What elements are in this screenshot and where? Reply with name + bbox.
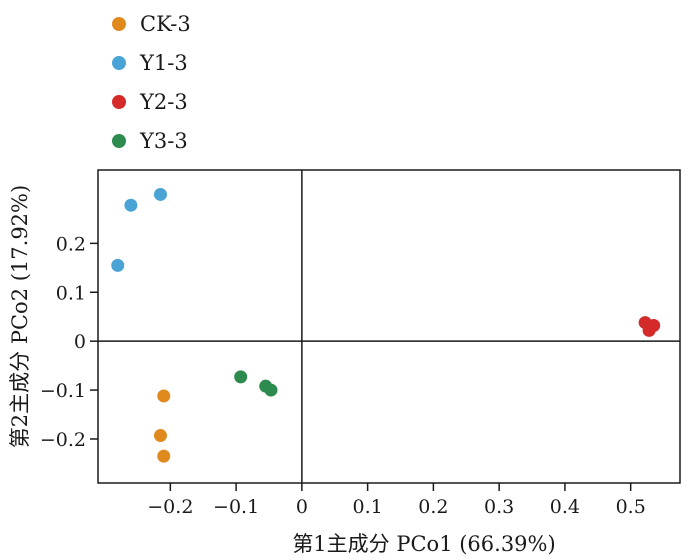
- data-point: [124, 198, 138, 212]
- legend-marker: [112, 17, 126, 31]
- y-tick-label: 0: [74, 331, 86, 353]
- y-tick-label: −0.2: [40, 429, 86, 451]
- x-tick-label: 0: [296, 496, 308, 518]
- legend-marker: [112, 56, 126, 70]
- data-points: [111, 187, 661, 463]
- x-axis: −0.2 −0.1 0 0.1 0.2 0.3 0.4 0.5: [147, 483, 646, 518]
- plot-frame: [97, 169, 681, 484]
- x-axis-label: 第1主成分 PCo1 (66.39%): [292, 532, 555, 556]
- data-point: [153, 429, 167, 443]
- legend-label: CK-3: [140, 12, 191, 36]
- legend-label: Y1-3: [139, 51, 188, 75]
- y-axis-label: 第2主成分 PCo2 (17.92%): [8, 185, 32, 448]
- data-point: [157, 389, 171, 403]
- data-point: [157, 449, 171, 463]
- x-tick-label: −0.1: [213, 496, 259, 518]
- y-tick-label: 0.1: [56, 282, 86, 304]
- x-tick-label: 0.1: [353, 496, 383, 518]
- data-point: [111, 258, 125, 272]
- x-tick-label: −0.2: [147, 496, 193, 518]
- y-tick-label: −0.1: [40, 380, 86, 402]
- legend: CK-3 Y1-3 Y2-3 Y3-3: [112, 12, 191, 153]
- data-point: [642, 323, 656, 337]
- y-tick-label: 0.2: [56, 233, 86, 255]
- x-tick-label: 0.3: [484, 496, 514, 518]
- data-point: [153, 187, 167, 201]
- data-point: [234, 370, 248, 384]
- x-tick-label: 0.4: [550, 496, 580, 518]
- x-tick-label: 0.2: [418, 496, 448, 518]
- data-point: [264, 383, 278, 397]
- legend-label: Y2-3: [139, 90, 188, 114]
- y-axis: 0.2 0.1 0 −0.1 −0.2: [40, 233, 98, 451]
- legend-marker: [112, 95, 126, 109]
- x-tick-label: 0.5: [616, 496, 646, 518]
- legend-marker: [112, 134, 126, 148]
- legend-label: Y3-3: [139, 129, 188, 153]
